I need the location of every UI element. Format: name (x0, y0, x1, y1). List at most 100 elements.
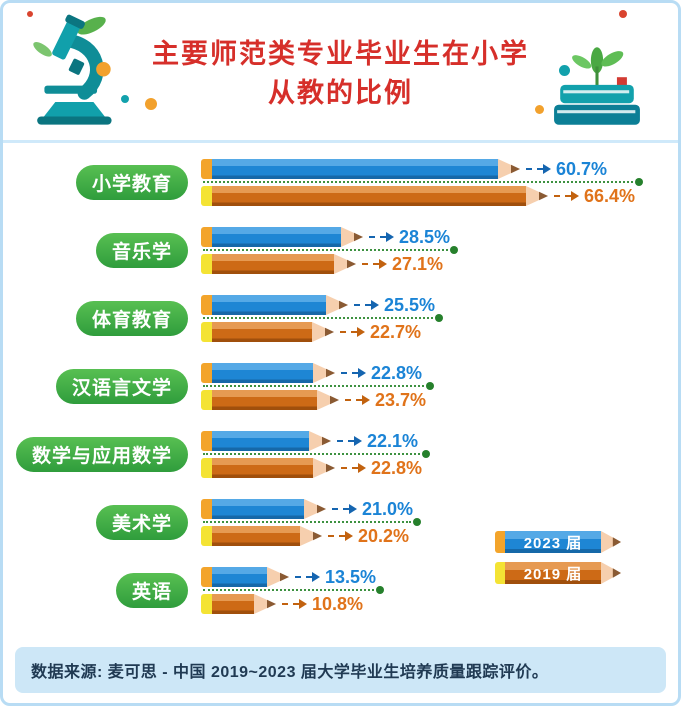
legend: 2023 届 2019 届 (495, 531, 621, 593)
pencil-tip-icon (334, 254, 356, 274)
pencil-cap (201, 159, 212, 179)
bar-line-2019: 22.8% (201, 458, 678, 478)
data-source-text: 数据来源: 麦可思 - 中国 2019~2023 届大学毕业生培养质量跟踪评价。 (31, 664, 549, 681)
dashed-arrow-icon (526, 164, 551, 174)
value-label-2019: 20.2% (358, 525, 410, 546)
pencil-tip-icon (526, 186, 548, 206)
category-pill: 英语 (115, 573, 188, 608)
pencil-cap (201, 390, 212, 410)
value-label-2023: 60.7% (556, 158, 608, 179)
pencil-cap (201, 567, 212, 587)
value-label-2019: 22.7% (370, 321, 422, 342)
pencil-cap (201, 431, 212, 451)
dashed-arrow-icon (328, 531, 353, 541)
bar-line-2019: 20.2% (201, 526, 678, 546)
decor-dot (559, 65, 570, 76)
pencil-body (212, 186, 526, 206)
bar-line-2023: 21.0% (201, 499, 678, 519)
bar-line-2019: 10.8% (201, 594, 678, 614)
bar-line-2019: 66.4% (201, 186, 678, 206)
chart-row-4: 数学与应用数学 22.1% 22.8% (11, 431, 678, 478)
bar-2023 (201, 227, 341, 247)
data-source-bar: 数据来源: 麦可思 - 中国 2019~2023 届大学毕业生培养质量跟踪评价。 (15, 647, 666, 693)
pencil-tip-icon (309, 431, 331, 451)
decor-dot (535, 105, 544, 114)
leader-line (203, 450, 430, 458)
pencil-cap (201, 322, 212, 342)
category-pill: 美术学 (95, 505, 188, 540)
pencil-body (212, 390, 317, 410)
pencil-cap (201, 295, 212, 315)
pencil-tip-icon (267, 567, 289, 587)
page-title: 主要师范类专业毕业生在小学 从教的比例 (152, 35, 529, 113)
pencil-body (212, 295, 326, 315)
category-cell: 音乐学 (11, 233, 201, 268)
pencil-body (212, 431, 309, 451)
value-label-2023: 25.5% (384, 294, 436, 315)
category-cell: 汉语言文学 (11, 369, 201, 404)
pencil-body (212, 254, 334, 274)
category-cell: 体育教育 (11, 301, 201, 336)
pencil-body (212, 363, 313, 383)
pencil-tip-icon (304, 499, 326, 519)
value-label-2019: 10.8% (312, 593, 364, 614)
bar-2023 (201, 295, 326, 315)
bar-line-2023: 60.7% (201, 159, 678, 179)
pencil-tip-icon (254, 594, 276, 614)
bar-2023 (201, 159, 498, 179)
value-label-2023: 22.1% (367, 430, 419, 451)
pencil-body (212, 594, 254, 614)
pencil-cap (201, 458, 212, 478)
leader-dot (426, 382, 434, 390)
header: 主要师范类专业毕业生在小学 从教的比例 (3, 3, 678, 143)
category-pill: 音乐学 (95, 233, 188, 268)
leader-line (203, 518, 421, 526)
bar-line-2019: 22.7% (201, 322, 678, 342)
bar-pair: 21.0% 20.2% (201, 499, 678, 546)
pencil-cap (201, 363, 212, 383)
bar-pair: 60.7% 66.4% (201, 159, 678, 206)
bar-pair: 13.5% 10.8% (201, 567, 678, 614)
bar-2019 (201, 390, 317, 410)
category-pill: 体育教育 (75, 301, 188, 336)
leader-dot (635, 178, 643, 186)
value-label-2023: 22.8% (371, 362, 423, 383)
bar-line-2019: 23.7% (201, 390, 678, 410)
category-pill: 汉语言文学 (55, 369, 188, 404)
dashed-arrow-icon (362, 259, 387, 269)
books-icon (554, 47, 640, 125)
bar-pair: 25.5% 22.7% (201, 295, 678, 342)
leader-line (203, 382, 434, 390)
bar-2023 (201, 567, 267, 587)
chart-row-5: 美术学 21.0% 20.2% (11, 499, 678, 546)
leader-line (203, 586, 384, 594)
title-line-1: 主要师范类专业毕业生在小学 (152, 39, 529, 69)
pencil-body (212, 499, 304, 519)
legend-pencil-2019: 2019 届 (495, 562, 601, 584)
legend-pencil-2023: 2023 届 (495, 531, 601, 553)
microscope-icon (33, 14, 112, 125)
pencil-tip-icon (300, 526, 322, 546)
category-pill: 数学与应用数学 (15, 437, 188, 472)
pencil-cap (201, 499, 212, 519)
dashed-arrow-icon (369, 232, 394, 242)
bar-line-2023: 13.5% (201, 567, 678, 587)
decor-dot (121, 95, 129, 103)
dashed-arrow-icon (295, 572, 320, 582)
decor-dot (619, 10, 627, 18)
chart-row-2: 体育教育 25.5% 22.7% (11, 295, 678, 342)
dashed-arrow-icon (332, 504, 357, 514)
chart-row-3: 汉语言文学 22.8% 23.7% (11, 363, 678, 410)
pencil-tip-icon (326, 295, 348, 315)
pencil-tip-icon (317, 390, 339, 410)
chart-row-0: 小学教育 60.7% 66.4% (11, 159, 678, 206)
dashed-arrow-icon (345, 395, 370, 405)
value-label-2019: 22.8% (371, 457, 423, 478)
pencil-tip-icon (498, 159, 520, 179)
bar-line-2023: 28.5% (201, 227, 678, 247)
legend-label-2023: 2023 届 (505, 531, 601, 553)
pencil-tip-icon (313, 458, 335, 478)
bar-2023 (201, 431, 309, 451)
chart-row-1: 音乐学 28.5% 27.1% (11, 227, 678, 274)
pencil-tip-icon (601, 531, 621, 553)
